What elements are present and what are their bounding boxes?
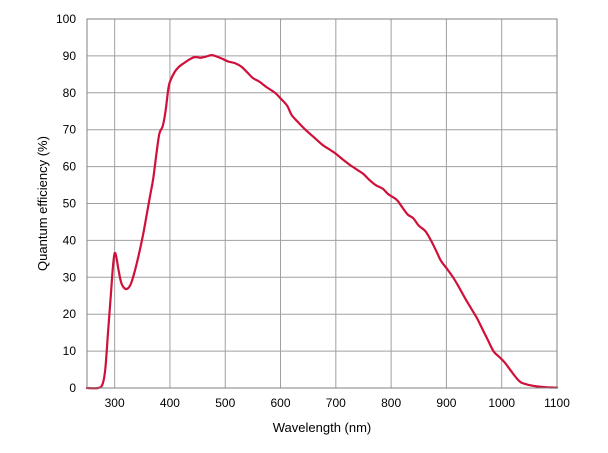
x-tick-label-400: 400 — [160, 396, 180, 410]
x-axis-title: Wavelength (nm) — [273, 420, 372, 435]
y-tick-label-100: 100 — [56, 12, 76, 26]
grid-layer — [87, 18, 558, 389]
y-tick-labels: 0 10 20 30 40 50 60 70 80 90 100 — [56, 12, 76, 395]
x-tick-label-1100: 1100 — [544, 396, 570, 410]
series-line-0 — [85, 54, 559, 390]
y-tick-label-60: 60 — [63, 160, 77, 174]
y-tick-label-80: 80 — [63, 86, 77, 100]
y-tick-label-20: 20 — [63, 307, 77, 321]
x-tick-label-700: 700 — [326, 396, 346, 410]
y-tick-label-70: 70 — [63, 123, 77, 137]
series-layer — [85, 54, 559, 390]
y-tick-label-0: 0 — [69, 381, 76, 395]
y-tick-label-50: 50 — [63, 197, 77, 211]
plot-frame — [86, 18, 558, 389]
x-tick-label-1000: 1000 — [488, 396, 515, 410]
x-tick-labels: 300 400 500 600 700 800 900 1000 1100 — [105, 396, 571, 410]
y-tick-label-90: 90 — [63, 49, 77, 63]
x-tick-label-900: 900 — [436, 396, 456, 410]
y-tick-label-10: 10 — [63, 344, 77, 358]
y-tick-label-40: 40 — [63, 233, 77, 247]
x-tick-label-800: 800 — [381, 396, 401, 410]
y-axis-title: Quantum efficiency (%) — [35, 136, 50, 271]
y-tick-label-30: 30 — [63, 270, 77, 284]
x-tick-label-600: 600 — [271, 396, 291, 410]
x-tick-label-300: 300 — [105, 396, 125, 410]
x-tick-label-500: 500 — [215, 396, 235, 410]
